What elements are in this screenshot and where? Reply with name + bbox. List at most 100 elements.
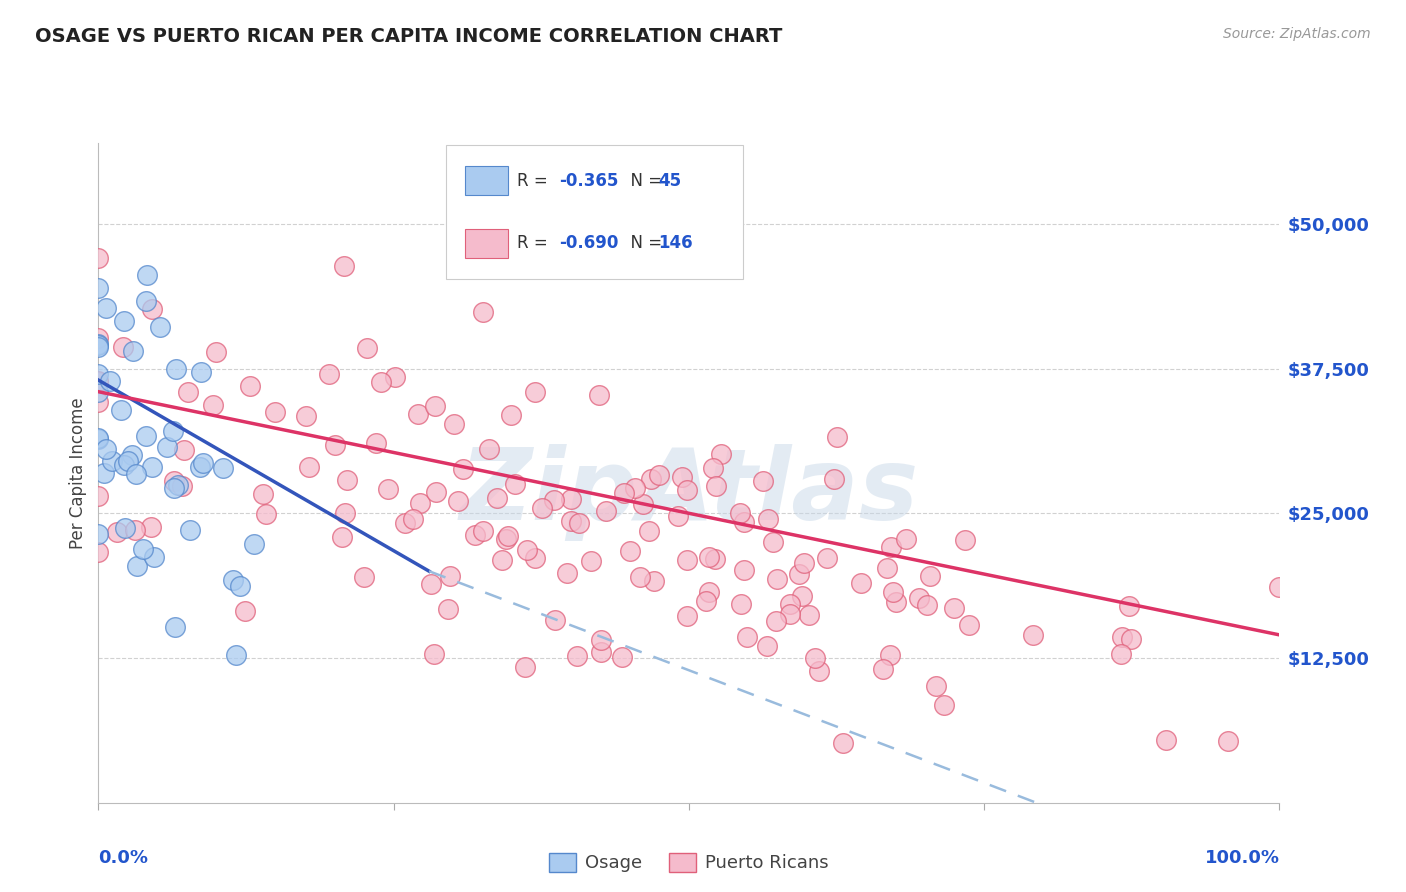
Point <box>643 574 665 589</box>
Point <box>125 467 148 481</box>
Point <box>699 585 721 599</box>
Point <box>675 609 697 624</box>
Point <box>370 375 392 389</box>
Point <box>957 618 980 632</box>
Point <box>478 442 501 457</box>
Point <box>124 523 146 537</box>
Point <box>132 542 155 557</box>
Point <box>491 553 513 567</box>
Point <box>447 493 470 508</box>
Point <box>675 483 697 497</box>
Point <box>530 501 553 516</box>
Text: R =: R = <box>517 235 554 252</box>
Point <box>879 541 901 555</box>
Point <box>166 478 188 492</box>
Text: -0.365: -0.365 <box>560 171 619 190</box>
Point <box>242 537 264 551</box>
Point <box>703 552 725 566</box>
Point <box>222 573 245 587</box>
Point <box>1119 632 1142 646</box>
Point <box>1118 599 1140 613</box>
Point <box>96 442 118 456</box>
Point <box>591 645 613 659</box>
Point <box>1109 647 1132 661</box>
Point <box>264 405 287 419</box>
Point <box>765 614 787 628</box>
Point <box>943 601 966 615</box>
Point <box>401 512 423 526</box>
Text: 146: 146 <box>658 235 693 252</box>
Text: 45: 45 <box>658 171 681 190</box>
Text: R =: R = <box>517 171 554 190</box>
Point <box>1268 581 1291 595</box>
Point <box>894 532 917 546</box>
Point <box>335 473 357 487</box>
Point <box>486 491 509 505</box>
Point <box>252 486 274 500</box>
Point <box>101 453 124 467</box>
Point <box>472 524 495 538</box>
Point <box>560 514 582 528</box>
Point <box>333 507 356 521</box>
Point <box>932 698 955 712</box>
Point <box>163 481 186 495</box>
Point <box>105 525 128 540</box>
Point <box>765 573 787 587</box>
Point <box>817 551 839 566</box>
Point <box>121 448 143 462</box>
Point <box>436 602 458 616</box>
Point <box>918 568 941 582</box>
Point <box>190 365 212 379</box>
Point <box>503 477 526 491</box>
Point <box>356 341 378 355</box>
Point <box>125 559 148 574</box>
Point <box>884 595 907 609</box>
Point <box>451 462 474 476</box>
Point <box>420 577 443 591</box>
Point <box>1111 630 1133 644</box>
Text: Source: ZipAtlas.com: Source: ZipAtlas.com <box>1223 27 1371 41</box>
Point <box>752 474 775 488</box>
Point <box>915 599 938 613</box>
Point <box>294 409 316 423</box>
Point <box>623 481 645 495</box>
Point <box>804 651 827 665</box>
Point <box>121 344 143 359</box>
Point <box>443 417 465 432</box>
Point <box>710 447 733 461</box>
Point <box>499 408 522 422</box>
Point <box>734 516 756 530</box>
Point <box>543 493 565 508</box>
Point <box>1021 628 1043 642</box>
Point <box>675 553 697 567</box>
Point <box>668 508 690 523</box>
Point <box>807 664 830 678</box>
Point <box>170 479 193 493</box>
Point <box>787 566 810 581</box>
Point <box>366 436 388 450</box>
Point <box>595 504 617 518</box>
Point <box>111 340 134 354</box>
Point <box>165 620 187 634</box>
Point <box>323 438 346 452</box>
Point <box>516 543 538 558</box>
Point <box>439 569 461 583</box>
Point <box>704 479 727 493</box>
Point <box>631 497 654 511</box>
Point <box>425 485 447 500</box>
Point <box>87 331 110 345</box>
Point <box>87 431 110 445</box>
Point <box>94 301 117 315</box>
Point <box>823 472 845 486</box>
Point <box>87 336 110 351</box>
Point <box>87 374 110 388</box>
Point <box>472 305 495 319</box>
Point <box>87 489 110 503</box>
Point <box>628 570 651 584</box>
Text: ZipAtlas: ZipAtlas <box>460 444 918 541</box>
Point <box>591 633 613 648</box>
Point <box>87 338 110 352</box>
Point <box>779 607 801 621</box>
Point <box>610 649 633 664</box>
Point <box>925 679 948 693</box>
